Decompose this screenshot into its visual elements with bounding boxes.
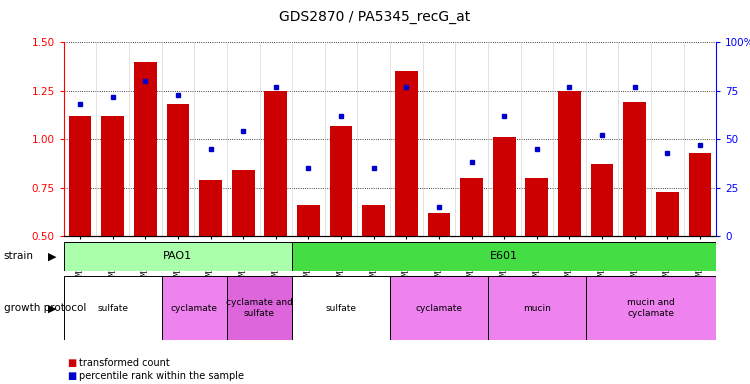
Text: ■: ■	[68, 371, 76, 381]
Text: percentile rank within the sample: percentile rank within the sample	[79, 371, 244, 381]
Bar	[526, 178, 548, 236]
Text: transformed count: transformed count	[79, 358, 170, 368]
Bar	[362, 205, 385, 236]
Text: ▶: ▶	[48, 251, 56, 262]
Bar	[101, 116, 124, 236]
Bar	[460, 178, 483, 236]
Bar	[558, 91, 580, 236]
Bar	[656, 192, 679, 236]
Bar	[493, 137, 515, 236]
Bar	[200, 180, 222, 236]
Bar	[623, 103, 646, 236]
Text: growth protocol: growth protocol	[4, 303, 86, 313]
Text: strain: strain	[4, 251, 34, 262]
Bar	[688, 153, 711, 236]
Text: mucin: mucin	[523, 304, 550, 313]
Bar	[292, 276, 390, 340]
Text: ■: ■	[68, 358, 76, 368]
Bar	[64, 242, 292, 271]
Bar	[427, 213, 450, 236]
Text: sulfate: sulfate	[326, 304, 356, 313]
Bar	[162, 276, 226, 340]
Bar	[226, 276, 292, 340]
Text: PAO1: PAO1	[164, 251, 193, 262]
Text: cyclamate and
sulfate: cyclamate and sulfate	[226, 298, 293, 318]
Bar	[232, 170, 254, 236]
Bar	[64, 276, 162, 340]
Bar	[297, 205, 320, 236]
Text: ▶: ▶	[48, 303, 56, 313]
Bar	[586, 276, 716, 340]
Bar	[166, 104, 189, 236]
Bar	[292, 242, 716, 271]
Bar	[69, 116, 92, 236]
Bar	[265, 91, 287, 236]
Bar	[488, 276, 586, 340]
Text: mucin and
cyclamate: mucin and cyclamate	[627, 298, 675, 318]
Bar	[330, 126, 352, 236]
Text: cyclamate: cyclamate	[171, 304, 217, 313]
Bar	[395, 71, 418, 236]
Text: cyclamate: cyclamate	[416, 304, 463, 313]
Text: GDS2870 / PA5345_recG_at: GDS2870 / PA5345_recG_at	[279, 10, 471, 23]
Bar	[591, 164, 613, 236]
Bar	[390, 276, 488, 340]
Bar	[134, 62, 157, 236]
Text: sulfate: sulfate	[98, 304, 128, 313]
Text: E601: E601	[490, 251, 518, 262]
